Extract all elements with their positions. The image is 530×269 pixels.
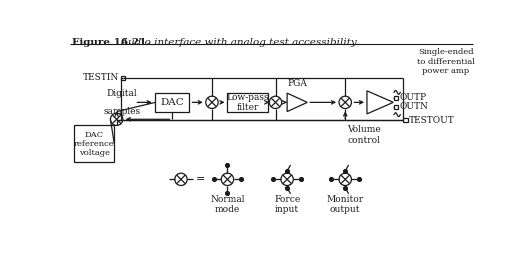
Text: OUTP: OUTP [400,93,427,102]
Text: PGA: PGA [287,80,307,89]
Text: TESTOUT: TESTOUT [409,116,455,125]
Text: Volume
control: Volume control [348,125,381,145]
Bar [394,105,398,109]
Text: Single-ended
to differential
power amp: Single-ended to differential power amp [417,48,475,75]
Text: Digital: Digital [107,89,137,98]
Bar [74,125,114,162]
Text: =: = [196,174,205,184]
Text: Monitor
output: Monitor output [326,195,364,214]
Text: Figure 16.21.: Figure 16.21. [72,38,150,47]
Text: Low-pass
filter: Low-pass filter [226,93,269,112]
Bar [394,96,398,100]
Text: Audio interface with analog test accessibility.: Audio interface with analog test accessi… [114,38,359,47]
Text: DAC
reference
voltage: DAC reference voltage [74,131,114,157]
Text: DAC: DAC [161,98,184,107]
Text: TESTIN: TESTIN [83,73,119,82]
Text: Normal
mode: Normal mode [210,195,245,214]
Text: Force
input: Force input [274,195,301,214]
Bar [403,118,408,122]
Bar [227,93,268,112]
Bar [155,93,190,112]
Text: OUTN: OUTN [400,102,428,111]
Bar [120,76,125,80]
Text: samples: samples [103,107,140,116]
